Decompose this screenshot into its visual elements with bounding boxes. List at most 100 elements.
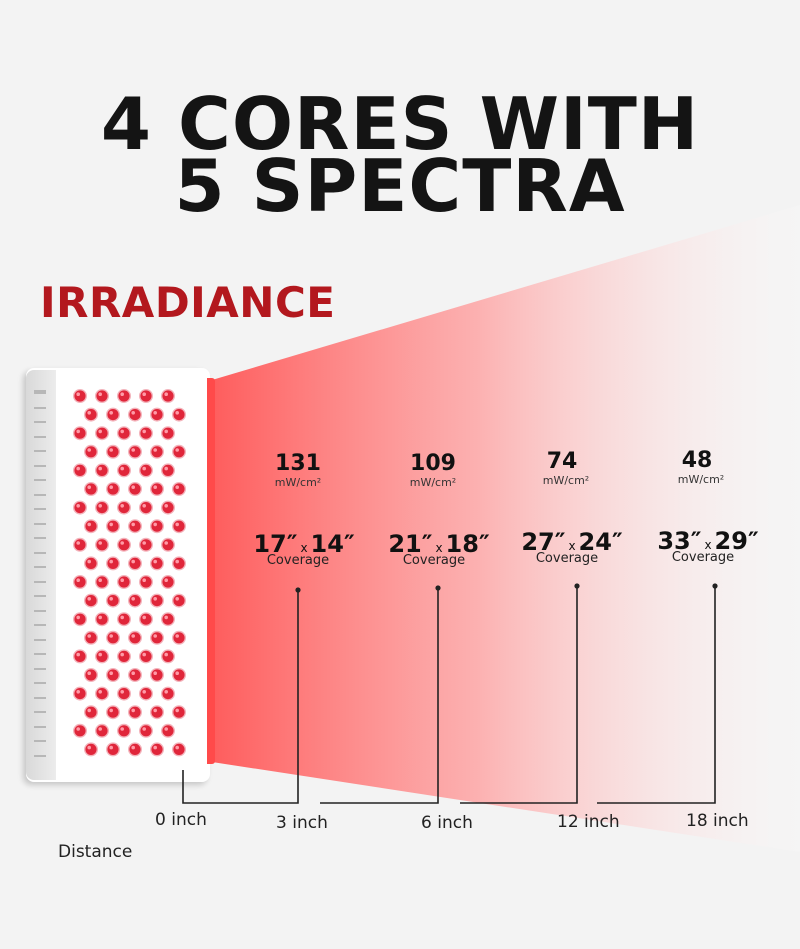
led [149, 668, 164, 683]
led [117, 649, 132, 664]
led [106, 407, 121, 422]
led-highlight [98, 392, 102, 396]
vent-slot [34, 754, 46, 757]
led [117, 388, 132, 404]
led-highlight [109, 448, 113, 452]
distance-axis-label: Distance [58, 842, 133, 862]
led-highlight [98, 429, 102, 434]
led [95, 463, 110, 478]
led-highlight [98, 652, 102, 657]
led-highlight [142, 690, 146, 694]
connector-dot-4 [712, 583, 718, 589]
led-highlight [131, 522, 135, 527]
led-highlight [142, 541, 146, 545]
vent-slot [34, 566, 46, 568]
led-array [72, 388, 186, 757]
led-highlight [98, 727, 102, 731]
led-highlight [175, 559, 179, 564]
led-highlight [120, 615, 124, 620]
led [128, 556, 143, 571]
led-highlight [120, 578, 124, 582]
led-highlight [76, 727, 80, 731]
led [95, 649, 110, 664]
vent-slot [34, 638, 46, 641]
led-highlight [98, 541, 102, 545]
led [160, 537, 175, 552]
led [128, 444, 143, 459]
led-highlight [153, 671, 157, 675]
led [117, 686, 132, 701]
led-highlight [175, 522, 179, 527]
led-highlight [109, 522, 113, 527]
led [106, 668, 121, 683]
irradiance-unit-1: mW/cm² [274, 476, 322, 489]
led-highlight [164, 541, 168, 545]
led-highlight [109, 559, 113, 564]
led [138, 723, 153, 738]
led-highlight [142, 615, 146, 620]
led-highlight [164, 615, 168, 620]
coverage-size-4: 33″ x 29″ [657, 527, 759, 555]
led [138, 686, 153, 701]
distance-label-0: 0 inch [155, 810, 207, 830]
page-title-line-1: 4 CORES WITH [100, 82, 700, 166]
led [149, 444, 164, 459]
led [149, 481, 164, 496]
led-highlight [120, 392, 124, 396]
light-panel-side [26, 370, 56, 780]
led [171, 630, 186, 645]
vent-slot [34, 537, 46, 539]
vent-slot [34, 435, 46, 438]
led [83, 444, 99, 459]
led [95, 723, 110, 738]
led [106, 556, 121, 571]
led-highlight [175, 597, 179, 601]
led [149, 742, 164, 757]
vent-slot [34, 508, 46, 510]
vent-slot [34, 682, 46, 684]
led [106, 705, 121, 720]
distance-label-4: 18 inch [686, 811, 749, 831]
led-highlight [131, 485, 135, 489]
led [160, 723, 175, 738]
led-highlight [164, 690, 168, 694]
led [128, 593, 143, 608]
led-highlight [164, 429, 168, 434]
led [83, 742, 99, 757]
led [83, 481, 99, 496]
led-highlight [76, 578, 80, 582]
led-highlight [131, 708, 135, 713]
led-highlight [175, 448, 179, 452]
led-highlight [87, 708, 91, 713]
page-title-line-2: 5 SPECTRA [174, 144, 626, 228]
led-highlight [142, 429, 146, 434]
led-highlight [76, 541, 80, 545]
vent-slot [34, 711, 46, 713]
vent-slot [34, 450, 46, 452]
led-highlight [98, 578, 102, 582]
led-highlight [109, 745, 113, 750]
led [138, 463, 153, 478]
led-highlight [153, 597, 157, 601]
led [160, 574, 175, 589]
led-highlight [175, 485, 179, 489]
led-highlight [109, 485, 113, 489]
led-highlight [120, 466, 124, 471]
led [171, 742, 186, 757]
coverage-label-3: Coverage [535, 551, 599, 566]
led [83, 705, 99, 720]
irradiance-value-4: 48 [681, 448, 713, 473]
connector-line-3 [460, 586, 578, 804]
led-highlight [87, 485, 91, 489]
led [171, 444, 186, 459]
led [128, 742, 143, 757]
coverage-label-2: Coverage [402, 553, 466, 568]
led-highlight [153, 559, 157, 564]
led-highlight [98, 690, 102, 694]
led-highlight [131, 671, 135, 675]
led [83, 593, 99, 608]
connector-line-1 [182, 590, 299, 804]
led-highlight [109, 671, 113, 675]
led-highlight [164, 392, 168, 396]
